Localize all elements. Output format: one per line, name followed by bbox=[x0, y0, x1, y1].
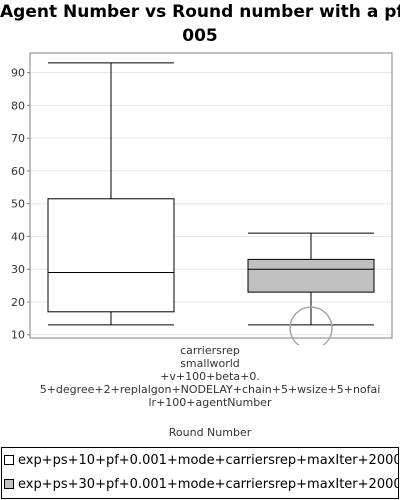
y-tick-label: 90 bbox=[11, 67, 25, 80]
y-tick-label: 20 bbox=[11, 296, 25, 309]
y-tick-label: 70 bbox=[11, 132, 25, 145]
y-tick-label: 50 bbox=[11, 198, 25, 211]
y-tick-label: 10 bbox=[11, 329, 25, 342]
box-iqr bbox=[248, 259, 374, 292]
legend-item: exp+ps+10+pf+0.001+mode+carriersrep+maxI… bbox=[4, 448, 399, 472]
box-series bbox=[48, 63, 174, 325]
y-tick-label: 60 bbox=[11, 165, 25, 178]
legend-label: exp+ps+30+pf+0.001+mode+carriersrep+maxI… bbox=[18, 477, 399, 492]
y-axis: 10 20 30 40 50 60 70 80 90 bbox=[11, 67, 30, 342]
box-series bbox=[248, 233, 374, 345]
y-tick-label: 40 bbox=[11, 230, 25, 243]
legend-swatch bbox=[4, 479, 14, 489]
y-tick-label: 30 bbox=[11, 263, 25, 276]
category-label: carriersrep smallworld +v+100+beta+0. 5+… bbox=[0, 344, 400, 409]
x-axis-label: Round Number bbox=[0, 426, 400, 439]
legend: exp+ps+10+pf+0.001+mode+carriersrep+maxI… bbox=[1, 447, 399, 499]
legend-swatch bbox=[4, 455, 14, 465]
box-iqr bbox=[48, 199, 174, 312]
plot-area: 10 20 30 40 50 60 70 80 90 bbox=[0, 0, 400, 345]
y-tick-label: 80 bbox=[11, 99, 25, 112]
legend-item: exp+ps+30+pf+0.001+mode+carriersrep+maxI… bbox=[4, 472, 399, 496]
legend-label: exp+ps+10+pf+0.001+mode+carriersrep+maxI… bbox=[18, 453, 399, 468]
